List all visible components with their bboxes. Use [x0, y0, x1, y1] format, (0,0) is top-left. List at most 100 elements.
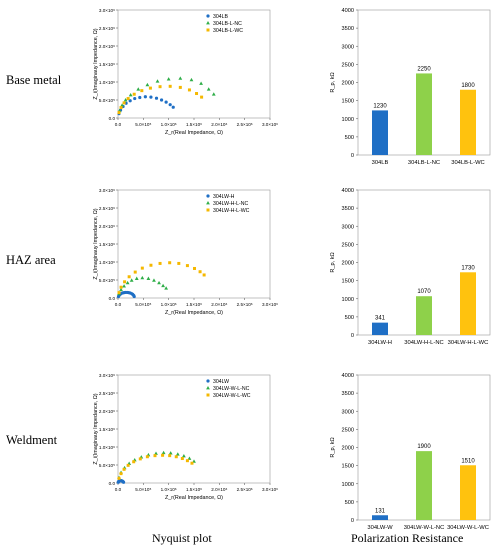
- data-point: [117, 476, 121, 480]
- y-tick-label: 3.0×10⁶: [99, 8, 115, 13]
- bar-3: [460, 465, 476, 520]
- data-point: [202, 273, 206, 277]
- bar-1: [372, 110, 388, 155]
- data-point: [133, 96, 137, 101]
- x-tick-label: 0.0: [115, 487, 122, 492]
- legend-marker: [206, 379, 210, 383]
- bar-value-label: 1730: [461, 265, 475, 271]
- y-tick-label: 3500: [342, 391, 354, 397]
- x-category-label: 304LW-H: [368, 340, 392, 346]
- data-point: [119, 287, 123, 292]
- series-3: [117, 261, 206, 295]
- data-point: [178, 76, 183, 80]
- data-point: [153, 454, 157, 458]
- y-tick-label: 1.0×10⁶: [99, 260, 115, 265]
- y-tick-label: 2000: [342, 81, 354, 87]
- legend-marker: [206, 201, 210, 205]
- data-point: [154, 96, 159, 100]
- y-tick-label: 1500: [342, 464, 354, 470]
- x-category-label: 304LW-H-L-NC: [404, 340, 443, 346]
- y-tick-label: 1.0×10⁶: [99, 80, 115, 85]
- nyquist-chart-weldment: 0.0 5.0×10⁵ 1.0×10⁶ 1.5×10⁶ 2.0×10⁶ 2.5×10⁶ 3.…: [93, 373, 278, 501]
- legend-label: 304LW: [213, 379, 229, 385]
- data-point: [185, 459, 189, 463]
- bar-value-label: 1900: [417, 444, 431, 450]
- data-point: [159, 98, 164, 102]
- data-point: [119, 472, 123, 476]
- data-point: [168, 84, 172, 88]
- y-axis-label: R_p, kΩ: [330, 437, 336, 457]
- data-point: [122, 284, 126, 288]
- data-point: [145, 82, 150, 87]
- y-tick-label: 3.0×10⁶: [99, 373, 115, 378]
- series-1: [116, 479, 126, 484]
- data-point: [178, 85, 182, 89]
- y-tick-label: 4000: [342, 8, 354, 14]
- data-point: [117, 291, 121, 295]
- data-point: [132, 92, 136, 96]
- y-axis-label: Z_i(Imaginauy Impedance, Ω): [93, 393, 99, 464]
- y-tick-label: 2000: [342, 261, 354, 267]
- y-tick-label: 5.0×10⁵: [99, 278, 115, 283]
- polarization-chart-weldment: 0 500 1000 1500 2000 2500 3000 3500 4000 R_p, kΩ 1…: [330, 373, 491, 531]
- data-point: [181, 454, 186, 458]
- data-point: [161, 283, 165, 288]
- x-tick-label: 5.0×10⁵: [135, 122, 151, 127]
- data-point: [136, 87, 141, 91]
- legend-marker: [206, 194, 210, 198]
- data-point: [117, 111, 121, 115]
- bar-value-label: 2250: [417, 66, 431, 72]
- y-tick-label: 0.0: [109, 116, 116, 121]
- bar-1: [372, 322, 388, 335]
- data-point: [149, 263, 153, 267]
- data-point: [158, 85, 162, 89]
- y-tick-label: 2500: [342, 427, 354, 433]
- data-point: [143, 95, 147, 99]
- y-tick-label: 2.0×10⁶: [99, 44, 115, 49]
- x-tick-label: 1.5×10⁶: [186, 122, 202, 127]
- x-tick-label: 1.0×10⁶: [161, 122, 177, 127]
- data-point: [128, 92, 133, 97]
- y-tick-label: 1000: [342, 117, 354, 123]
- y-tick-label: 2.5×10⁶: [99, 206, 115, 211]
- x-axis-label: Z_r(Real Impedance, Ω): [165, 495, 223, 501]
- y-tick-label: 4000: [342, 373, 354, 379]
- y-tick-label: 1.0×10⁶: [99, 445, 115, 450]
- x-tick-label: 0.0: [115, 302, 122, 307]
- y-tick-label: 0.0: [109, 481, 116, 486]
- y-tick-label: 2.5×10⁶: [99, 391, 115, 396]
- bar-2: [416, 296, 432, 335]
- y-tick-label: 1.5×10⁶: [99, 62, 115, 67]
- row-label-base-metal: Base metal: [6, 73, 62, 87]
- data-point: [166, 77, 171, 81]
- data-point: [193, 266, 197, 270]
- y-tick-label: 5.0×10⁵: [99, 463, 115, 468]
- x-category-label: 304LB-L-NC: [408, 160, 440, 166]
- nyquist-chart-haz-area: 0.0 5.0×10⁵ 1.0×10⁶ 1.5×10⁶ 2.0×10⁶ 2.5×10⁶ 3.…: [93, 188, 278, 316]
- bar-value-label: 341: [375, 316, 386, 322]
- legend-marker: [206, 208, 210, 212]
- x-tick-label: 2.0×10⁶: [211, 302, 227, 307]
- y-tick-label: 3500: [342, 206, 354, 212]
- data-point: [149, 95, 153, 99]
- x-category-label: 304LW-H-L-WC: [448, 340, 489, 346]
- x-axis-label: Z_r(Real Impedance, Ω): [165, 310, 223, 316]
- data-point: [168, 451, 173, 455]
- data-point: [145, 455, 149, 459]
- x-tick-label: 1.5×10⁶: [186, 487, 202, 492]
- data-point: [127, 275, 131, 279]
- data-point: [129, 278, 134, 282]
- x-tick-label: 1.0×10⁶: [161, 487, 177, 492]
- data-point: [171, 105, 175, 109]
- y-tick-label: 4000: [342, 188, 354, 194]
- data-point: [120, 103, 124, 107]
- y-tick-label: 3000: [342, 44, 354, 50]
- data-point: [168, 261, 172, 265]
- data-point: [119, 285, 123, 289]
- x-category-label: 304LW-W: [367, 525, 393, 531]
- polarization-chart-base-metal: 0 500 1000 1500 2000 2500 3000 3500 4000 R_p, kΩ 1…: [330, 8, 491, 166]
- bar-3: [460, 89, 476, 155]
- polarization-chart-haz-area: 0 500 1000 1500 2000 2500 3000 3500 4000 R_p, kΩ 3…: [330, 188, 491, 346]
- data-point: [187, 456, 192, 460]
- data-point: [148, 86, 152, 90]
